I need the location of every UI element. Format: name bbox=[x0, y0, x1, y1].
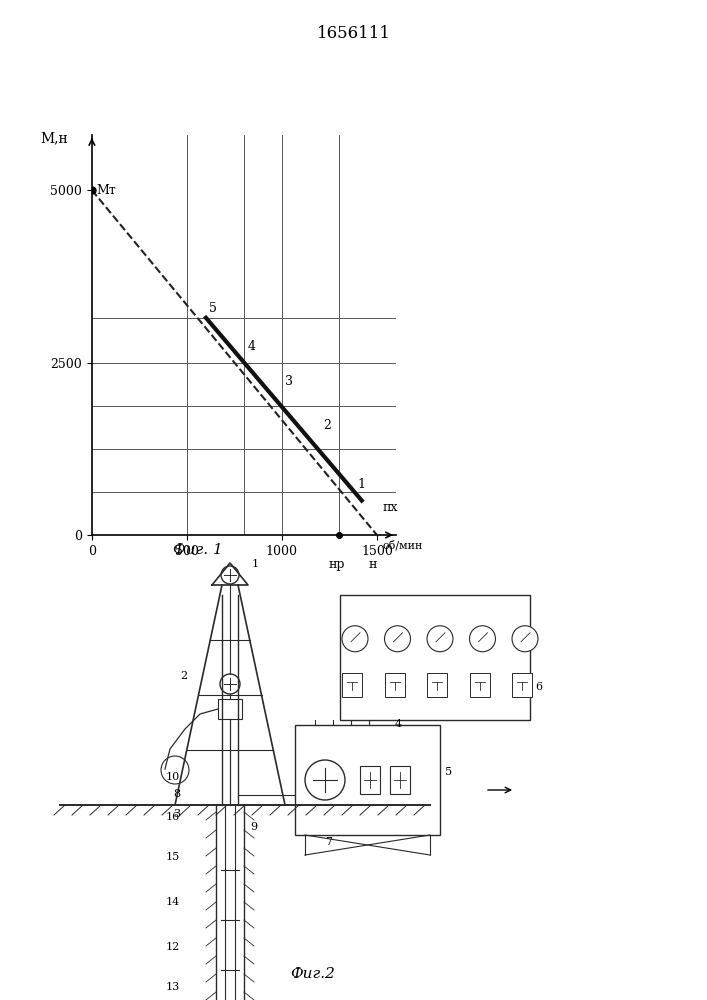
Text: пх: пх bbox=[382, 501, 398, 514]
Bar bbox=[390, 766, 410, 794]
Text: об/мин: об/мин bbox=[382, 540, 423, 551]
Text: 4: 4 bbox=[395, 719, 402, 729]
Text: 16: 16 bbox=[165, 812, 180, 822]
Bar bbox=[360, 766, 380, 794]
Text: 15: 15 bbox=[165, 852, 180, 862]
Text: Фиг. 1: Фиг. 1 bbox=[173, 543, 223, 557]
Text: 2: 2 bbox=[180, 671, 187, 681]
Text: 1656111: 1656111 bbox=[317, 24, 390, 41]
Bar bbox=[295, 725, 440, 835]
Text: нр: нр bbox=[329, 558, 345, 571]
Text: 7: 7 bbox=[325, 837, 332, 847]
Bar bbox=[342, 673, 362, 697]
Circle shape bbox=[342, 626, 368, 652]
Text: 10: 10 bbox=[165, 772, 180, 782]
Text: 5: 5 bbox=[209, 302, 217, 315]
Text: 3: 3 bbox=[173, 809, 180, 819]
Text: Mт: Mт bbox=[97, 184, 117, 197]
Text: 4: 4 bbox=[247, 340, 255, 353]
Text: 13: 13 bbox=[165, 982, 180, 992]
Bar bbox=[218, 699, 242, 719]
Bar bbox=[512, 673, 532, 697]
Text: 6: 6 bbox=[535, 682, 542, 692]
Circle shape bbox=[427, 626, 453, 652]
Bar bbox=[340, 595, 530, 720]
Text: 5: 5 bbox=[445, 767, 452, 777]
Circle shape bbox=[512, 626, 538, 652]
Text: 12: 12 bbox=[165, 942, 180, 952]
Text: 1: 1 bbox=[358, 478, 366, 491]
Text: 14: 14 bbox=[165, 897, 180, 907]
Circle shape bbox=[469, 626, 496, 652]
Text: 9: 9 bbox=[250, 822, 257, 832]
Text: М,н: М,н bbox=[40, 131, 68, 145]
Circle shape bbox=[220, 674, 240, 694]
Circle shape bbox=[305, 760, 345, 800]
Text: 8: 8 bbox=[173, 789, 180, 799]
Circle shape bbox=[221, 566, 239, 584]
Text: Фиг.2: Фиг.2 bbox=[290, 967, 335, 981]
Bar bbox=[427, 673, 447, 697]
Bar bbox=[385, 673, 404, 697]
Text: н: н bbox=[369, 558, 378, 571]
Text: 1: 1 bbox=[252, 559, 259, 569]
Bar bbox=[469, 673, 489, 697]
Circle shape bbox=[385, 626, 411, 652]
Text: 3: 3 bbox=[286, 375, 293, 388]
Text: 2: 2 bbox=[323, 419, 331, 432]
